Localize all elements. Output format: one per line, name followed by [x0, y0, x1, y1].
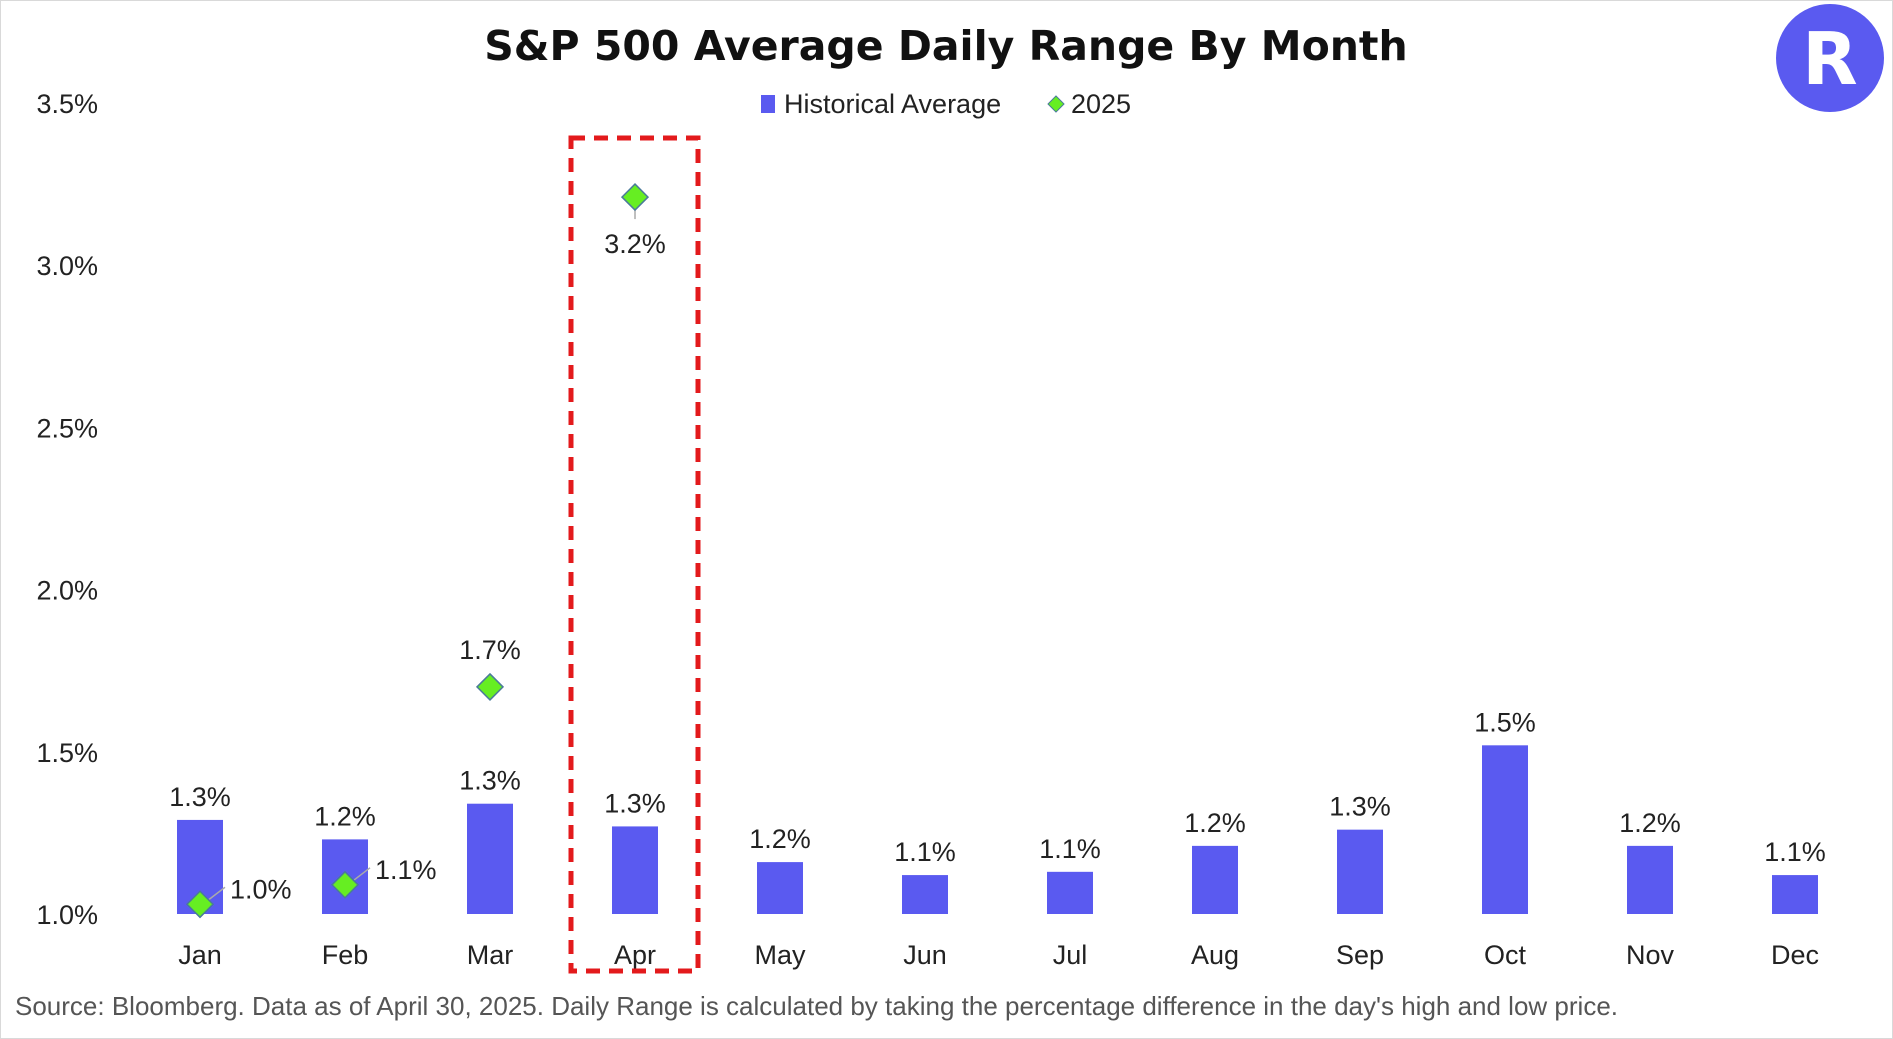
bar-data-label: 1.2% — [1619, 808, 1681, 838]
marker-leader-line — [207, 886, 226, 901]
marker-data-label: 3.2% — [604, 229, 666, 259]
bar-data-label: 1.3% — [604, 788, 666, 818]
brand-logo-icon — [1776, 4, 1884, 112]
bar-oct — [1482, 745, 1528, 914]
source-note: Source: Bloomberg. Data as of April 30, … — [15, 991, 1618, 1021]
bar-data-label: 1.2% — [749, 824, 811, 854]
x-tick-label: Jun — [903, 940, 947, 970]
marker-data-label: 1.1% — [375, 855, 437, 885]
logo-letter: R — [1802, 17, 1857, 101]
logo: R — [1776, 4, 1884, 112]
bar-data-label: 1.3% — [459, 766, 521, 796]
highlight-box-group — [568, 135, 701, 974]
bar-data-label: 1.1% — [894, 837, 956, 867]
bar-dec — [1772, 875, 1818, 914]
marker-data-label: 1.7% — [459, 635, 521, 665]
chart-title: S&P 500 Average Daily Range By Month — [484, 22, 1407, 70]
bar-aug — [1192, 845, 1238, 914]
x-tick-label: Aug — [1191, 940, 1239, 970]
x-tick-label: Nov — [1626, 940, 1675, 970]
x-tick-label: Apr — [614, 940, 656, 970]
y-axis: 1.0% 1.5% 2.0% 2.5% 3.0% 3.5% — [36, 89, 98, 930]
x-tick-label: Mar — [467, 940, 514, 970]
y-tick-label: 2.5% — [36, 413, 98, 443]
x-tick-label: Jul — [1053, 940, 1088, 970]
bar-data-label: 1.3% — [169, 782, 231, 812]
legend-swatch-2025 — [1047, 95, 1065, 113]
y-tick-label: 1.0% — [36, 900, 98, 930]
bar-data-label: 1.1% — [1039, 834, 1101, 864]
legend-label-historical: Historical Average — [784, 89, 1001, 119]
bar-data-label: 1.1% — [1764, 837, 1826, 867]
marker-2025-jan — [185, 890, 215, 919]
x-tick-label: May — [754, 940, 806, 970]
scatter-series: 1.0% 1.1% 1.7% 3.2% — [185, 183, 666, 919]
legend: Historical Average 2025 — [761, 89, 1131, 119]
bar-series — [177, 745, 1818, 914]
marker-data-label: 1.0% — [230, 874, 292, 904]
bar-data-label: 1.2% — [314, 801, 376, 831]
bar-apr — [612, 826, 658, 914]
bar-data-label: 1.2% — [1184, 808, 1246, 838]
bar-mar — [467, 803, 513, 914]
bar-data-label: 1.3% — [1329, 792, 1391, 822]
y-tick-label: 3.5% — [36, 89, 98, 119]
marker-leader-line — [352, 867, 371, 882]
legend-label-2025: 2025 — [1071, 89, 1131, 119]
marker-2025-feb — [330, 870, 360, 899]
bar-may — [757, 862, 803, 914]
legend-swatch-historical — [761, 95, 775, 113]
bar-data-label: 1.5% — [1474, 707, 1536, 737]
y-tick-label: 1.5% — [36, 738, 98, 768]
x-tick-label: Feb — [322, 940, 369, 970]
x-tick-label: Oct — [1484, 940, 1527, 970]
bar-labels: 1.3% 1.2% 1.3% 1.3% 1.2% 1.1% 1.1% 1.2% 1.3% 1.5%… — [169, 707, 1826, 867]
bar-sep — [1337, 829, 1383, 914]
highlight-box — [568, 135, 701, 974]
x-tick-label: Dec — [1771, 940, 1819, 970]
x-tick-label: Sep — [1336, 940, 1384, 970]
bar-nov — [1627, 845, 1673, 914]
marker-2025-mar — [475, 672, 505, 701]
bar-jun — [902, 875, 948, 914]
bar-jul — [1047, 871, 1093, 914]
marker-2025-apr — [620, 183, 650, 212]
y-tick-label: 2.0% — [36, 576, 98, 606]
x-tick-label: Jan — [178, 940, 222, 970]
y-tick-label: 3.0% — [36, 251, 98, 281]
x-axis: Jan Feb Mar Apr May Jun Jul Aug Sep Oct Nov Dec — [178, 940, 1819, 970]
